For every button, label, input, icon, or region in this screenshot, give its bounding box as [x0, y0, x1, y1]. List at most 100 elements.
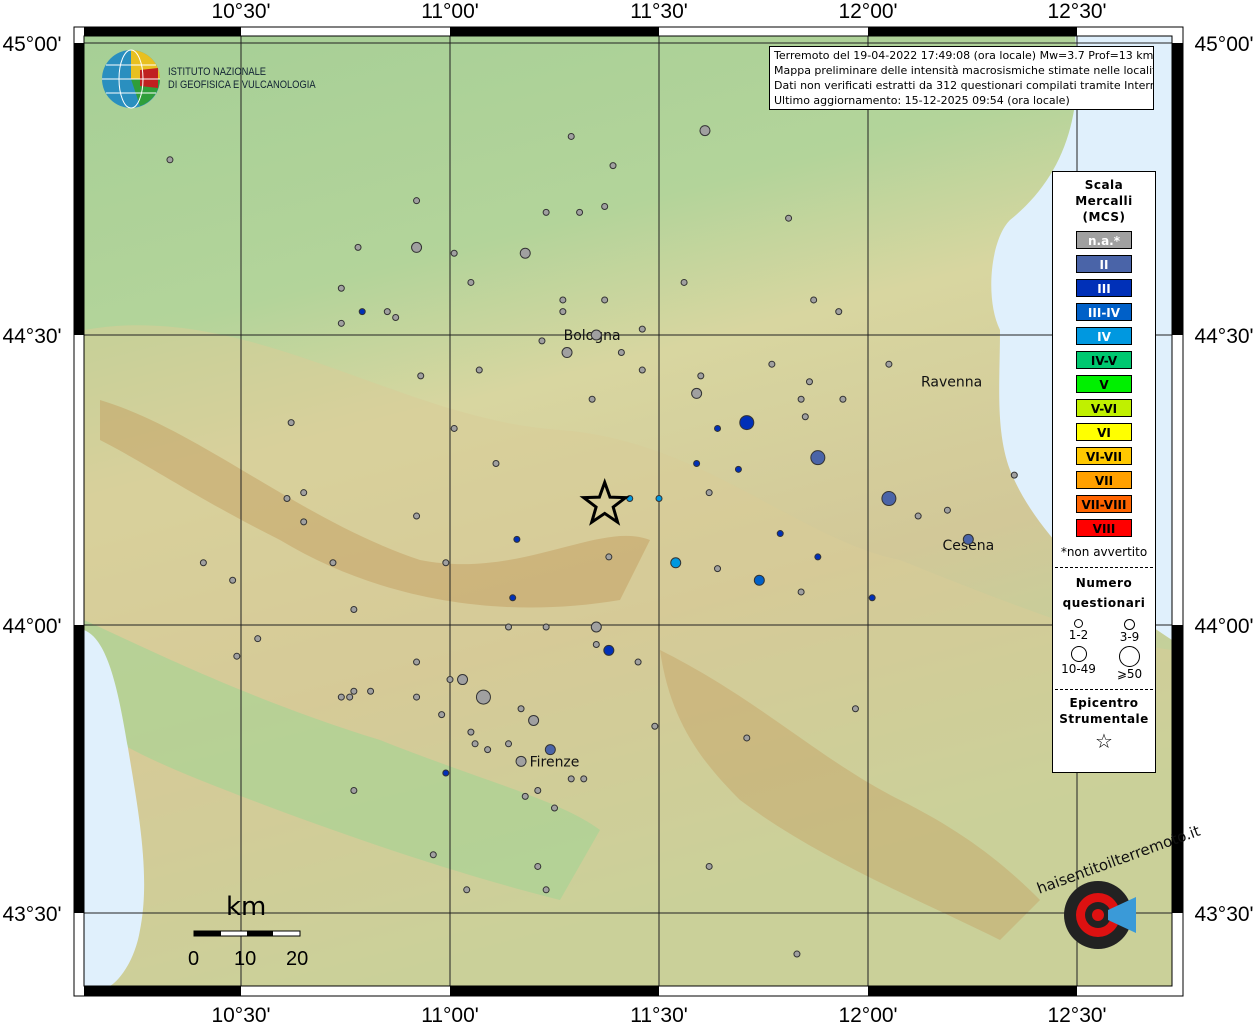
- intensity-point-na[interactable]: [446, 676, 454, 684]
- intensity-point-na[interactable]: [300, 518, 308, 526]
- intensity-point-na[interactable]: [329, 559, 337, 567]
- intensity-point-na[interactable]: [797, 395, 805, 403]
- intensity-point-na[interactable]: [839, 395, 847, 403]
- intensity-point-IIIIV[interactable]: [753, 574, 765, 586]
- intensity-point-na[interactable]: [590, 621, 602, 633]
- intensity-point-na[interactable]: [475, 689, 491, 705]
- intensity-point-na[interactable]: [337, 693, 345, 701]
- intensity-point-na[interactable]: [576, 208, 584, 216]
- intensity-point-IV[interactable]: [655, 495, 663, 503]
- intensity-point-na[interactable]: [801, 413, 809, 421]
- intensity-point-na[interactable]: [538, 337, 546, 345]
- intensity-point-III[interactable]: [513, 535, 521, 543]
- intensity-point-na[interactable]: [517, 705, 525, 713]
- intensity-point-na[interactable]: [793, 950, 801, 958]
- intensity-point-na[interactable]: [601, 203, 609, 211]
- intensity-point-na[interactable]: [287, 419, 295, 427]
- intensity-point-na[interactable]: [528, 714, 540, 726]
- intensity-point-na[interactable]: [542, 886, 550, 894]
- intensity-point-na[interactable]: [475, 366, 483, 374]
- intensity-point-na[interactable]: [943, 506, 951, 514]
- intensity-point-na[interactable]: [300, 489, 308, 497]
- intensity-point-na[interactable]: [797, 588, 805, 596]
- intensity-point-na[interactable]: [559, 308, 567, 316]
- intensity-point-na[interactable]: [601, 296, 609, 304]
- intensity-point-III[interactable]: [693, 459, 701, 467]
- intensity-point-na[interactable]: [350, 605, 358, 613]
- intensity-point-na[interactable]: [914, 512, 922, 520]
- intensity-point-na[interactable]: [768, 360, 776, 368]
- intensity-point-na[interactable]: [609, 162, 617, 170]
- intensity-point-na[interactable]: [199, 559, 207, 567]
- intensity-point-na[interactable]: [580, 775, 588, 783]
- intensity-point-na[interactable]: [505, 740, 513, 748]
- intensity-point-na[interactable]: [450, 424, 458, 432]
- intensity-point-na[interactable]: [680, 278, 688, 286]
- intensity-point-na[interactable]: [1010, 471, 1018, 479]
- intensity-point-na[interactable]: [484, 746, 492, 754]
- intensity-point-na[interactable]: [691, 387, 703, 399]
- intensity-point-na[interactable]: [166, 156, 174, 164]
- intensity-point-na[interactable]: [337, 319, 345, 327]
- intensity-point-na[interactable]: [413, 512, 421, 520]
- intensity-point-na[interactable]: [354, 243, 362, 251]
- intensity-point-na[interactable]: [283, 495, 291, 503]
- intensity-point-na[interactable]: [413, 693, 421, 701]
- intensity-point-na[interactable]: [697, 372, 705, 380]
- intensity-point-na[interactable]: [492, 459, 500, 467]
- intensity-point-na[interactable]: [467, 278, 475, 286]
- intensity-point-na[interactable]: [705, 489, 713, 497]
- intensity-point-na[interactable]: [885, 360, 893, 368]
- intensity-point-na[interactable]: [534, 787, 542, 795]
- intensity-point-na[interactable]: [442, 559, 450, 567]
- intensity-point-na[interactable]: [337, 284, 345, 292]
- intensity-point-na[interactable]: [534, 862, 542, 870]
- intensity-point-na[interactable]: [471, 740, 479, 748]
- intensity-point-na[interactable]: [785, 214, 793, 222]
- intensity-point-III[interactable]: [868, 594, 876, 602]
- intensity-point-II[interactable]: [544, 744, 556, 756]
- intensity-point-III[interactable]: [442, 769, 450, 777]
- intensity-point-na[interactable]: [505, 623, 513, 631]
- intensity-point-na[interactable]: [542, 208, 550, 216]
- intensity-point-na[interactable]: [229, 576, 237, 584]
- intensity-point-na[interactable]: [450, 249, 458, 257]
- intensity-point-na[interactable]: [810, 296, 818, 304]
- intensity-point-na[interactable]: [561, 347, 573, 359]
- intensity-point-III[interactable]: [358, 308, 366, 316]
- intensity-point-na[interactable]: [457, 674, 469, 686]
- intensity-point-na[interactable]: [521, 792, 529, 800]
- intensity-point-na[interactable]: [567, 775, 575, 783]
- intensity-point-na[interactable]: [392, 313, 400, 321]
- intensity-point-III[interactable]: [776, 530, 784, 538]
- intensity-point-na[interactable]: [346, 693, 354, 701]
- intensity-point-III[interactable]: [739, 415, 755, 431]
- intensity-point-III[interactable]: [509, 594, 517, 602]
- intensity-point-na[interactable]: [705, 862, 713, 870]
- intensity-point-II[interactable]: [962, 533, 974, 545]
- intensity-point-na[interactable]: [438, 711, 446, 719]
- intensity-point-III[interactable]: [814, 553, 822, 561]
- intensity-point-na[interactable]: [743, 734, 751, 742]
- intensity-point-na[interactable]: [417, 372, 425, 380]
- intensity-point-na[interactable]: [233, 652, 241, 660]
- intensity-point-II[interactable]: [881, 491, 897, 507]
- intensity-point-na[interactable]: [638, 325, 646, 333]
- intensity-point-na[interactable]: [714, 565, 722, 573]
- intensity-point-IV[interactable]: [670, 557, 682, 569]
- intensity-point-na[interactable]: [567, 132, 575, 140]
- intensity-point-na[interactable]: [350, 787, 358, 795]
- intensity-point-na[interactable]: [835, 308, 843, 316]
- intensity-point-na[interactable]: [651, 722, 659, 730]
- intensity-point-na[interactable]: [367, 687, 375, 695]
- intensity-point-II[interactable]: [810, 450, 826, 466]
- intensity-point-na[interactable]: [463, 886, 471, 894]
- intensity-point-na[interactable]: [592, 641, 600, 649]
- intensity-point-na[interactable]: [254, 635, 262, 643]
- intensity-point-na[interactable]: [429, 851, 437, 859]
- intensity-point-na[interactable]: [383, 308, 391, 316]
- intensity-point-na[interactable]: [411, 241, 423, 253]
- intensity-point-na[interactable]: [413, 658, 421, 666]
- intensity-point-na[interactable]: [699, 125, 711, 137]
- intensity-point-na[interactable]: [542, 623, 550, 631]
